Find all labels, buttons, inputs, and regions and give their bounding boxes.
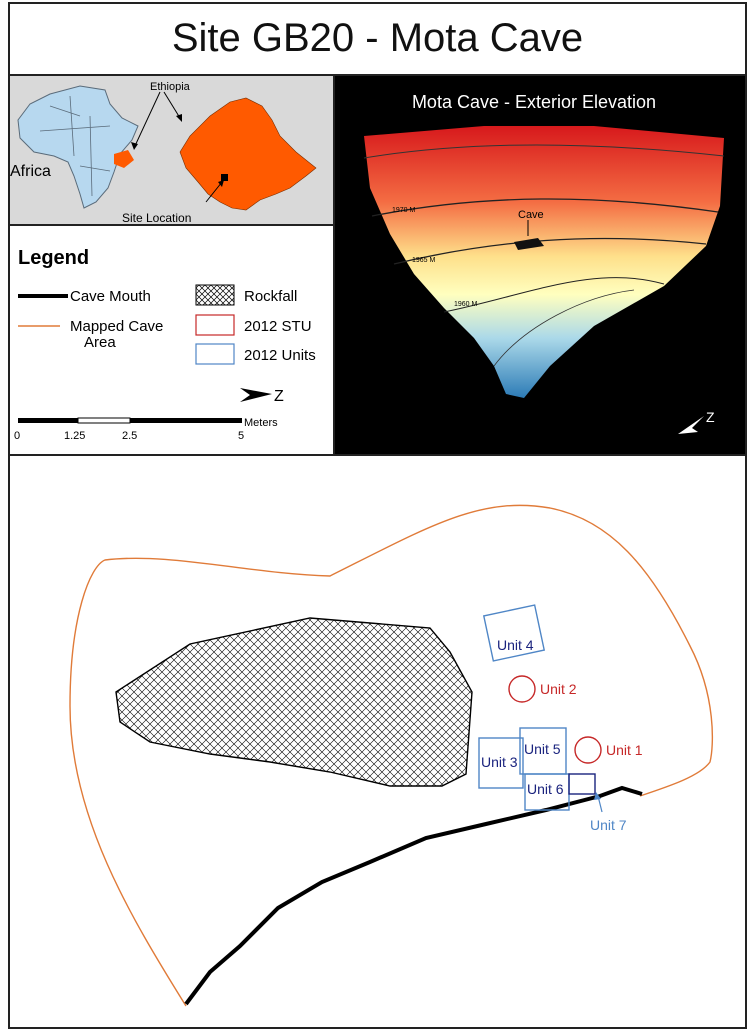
scale-tick-3: 5 [238, 430, 244, 442]
site-location-label: Site Location [122, 211, 191, 224]
scale-bar: Meters 0 1.25 2.5 5 [14, 417, 278, 442]
svg-text:Z: Z [274, 388, 284, 405]
contour-label-1970: 1970 M [392, 207, 416, 214]
unit-1-label: Unit 1 [606, 742, 643, 758]
panel-divider-vertical [333, 76, 335, 456]
elevation-panel: Mota Cave - Exterior Elevation 1970 M 19… [334, 76, 745, 454]
panel-divider-horizontal [10, 454, 745, 456]
unit-7-arrow-icon [594, 792, 601, 800]
map-frame [8, 2, 747, 1029]
legend-item-cave-mouth: Cave Mouth [70, 288, 151, 305]
cave-mouth-line [184, 785, 643, 1006]
unit-1-circle [574, 736, 602, 764]
contour-label-1965: 1965 M [412, 257, 436, 264]
unit-7-square [568, 773, 596, 795]
elevation-surface [364, 126, 724, 398]
unit-3-square [478, 737, 524, 789]
site-location-marker [221, 174, 228, 181]
north-arrow-icon: Z [240, 388, 284, 405]
unit-2-circle [508, 675, 536, 703]
scale-tick-2: 2.5 [122, 430, 137, 442]
ethiopia-label: Ethiopia [150, 81, 191, 93]
locator-inset-map: Ethiopia Africa Site Location [10, 76, 333, 226]
ethiopia-highlight-small [114, 150, 134, 168]
legend-item-mapped-area-line1: Mapped Cave [70, 318, 163, 335]
scale-tick-1: 1.25 [64, 430, 85, 442]
rockfall-swatch [195, 284, 235, 306]
legend: Legend Cave Mouth Mapped Cave Area Rockf… [10, 228, 333, 456]
cave-plan-map: Unit 4 Unit 2 Unit 3 Unit 5 Unit 1 Unit … [69, 504, 714, 1007]
legend-item-mapped-area: Mapped Cave Area [70, 318, 168, 351]
scale-unit: Meters [244, 417, 278, 429]
elevation-title: Mota Cave - Exterior Elevation [412, 92, 656, 112]
unit-6-label: Unit 6 [527, 781, 564, 797]
unit-7-label: Unit 7 [590, 817, 627, 833]
cave-marker [514, 238, 544, 250]
contour-label-1960: 1960 M [454, 301, 478, 308]
cave-label: Cave [518, 209, 544, 221]
legend-item-rockfall: Rockfall [244, 288, 297, 305]
unit-3-label: Unit 3 [481, 754, 518, 770]
unit-4-square [482, 604, 546, 662]
svg-text:Z: Z [706, 409, 715, 425]
legend-item-units: 2012 Units [244, 347, 316, 364]
ethiopia-shape [179, 97, 317, 211]
unit-4-label: Unit 4 [497, 637, 534, 653]
legend-heading: Legend [18, 247, 89, 269]
units-swatch [195, 343, 235, 365]
elevation-north-arrow-icon: Z [678, 409, 715, 434]
unit-2-label: Unit 2 [540, 681, 577, 697]
page-title: Site GB20 - Mota Cave [8, 2, 747, 76]
africa-label: Africa [10, 163, 51, 180]
stu-swatch [195, 314, 235, 336]
unit-5-label: Unit 5 [524, 741, 561, 757]
legend-item-mapped-area-line2: Area [84, 334, 116, 351]
mapped-cave-area [69, 504, 714, 1007]
rockfall-area [115, 617, 473, 787]
scale-tick-0: 0 [14, 430, 20, 442]
africa-shape [17, 85, 139, 209]
legend-item-stu: 2012 STU [244, 318, 312, 335]
